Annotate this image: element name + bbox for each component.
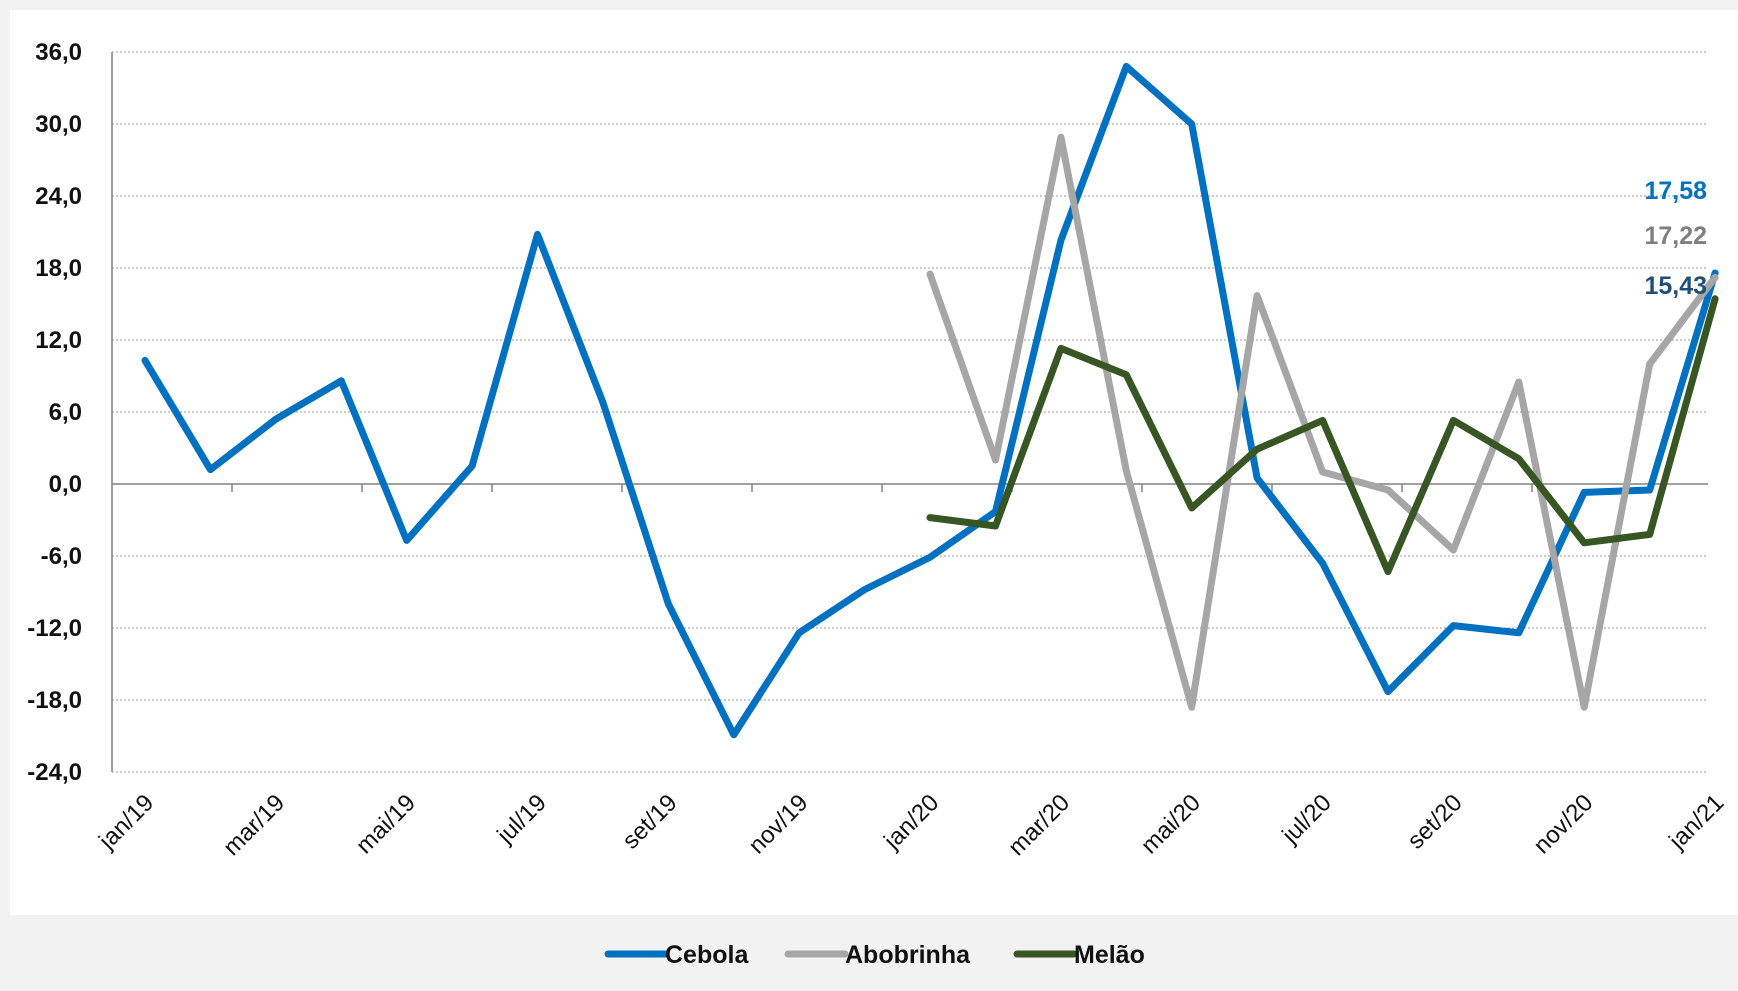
series-lines	[141, 62, 1719, 739]
y-tick-label: 30,0	[35, 111, 82, 138]
y-tick-label: 6,0	[49, 399, 82, 426]
y-tick-label: 18,0	[35, 255, 82, 282]
plot-area	[10, 10, 1738, 915]
y-tick-label: 36,0	[35, 39, 82, 66]
y-tick-label: 24,0	[35, 183, 82, 210]
y-tick-label: 0,0	[49, 471, 82, 498]
y-tick-label: -6,0	[41, 543, 82, 570]
series-melão	[926, 295, 1719, 576]
end-labels: 17,58 17,22 15,43	[1644, 177, 1707, 300]
end-value-label: 17,58	[1644, 177, 1707, 205]
series-line	[926, 133, 1719, 711]
grid	[111, 51, 1708, 773]
end-value-label: 15,43	[1644, 272, 1707, 300]
y-tick-label: -18,0	[27, 687, 82, 714]
series-line	[141, 62, 1719, 739]
end-value-label: 17,22	[1644, 222, 1707, 250]
y-tick-label: -12,0	[27, 615, 82, 642]
legend-label: Cebola	[665, 941, 749, 969]
series-line	[926, 295, 1719, 576]
legend-label: Abobrinha	[845, 941, 971, 969]
y-tick-label: -24,0	[27, 759, 82, 786]
series-cebola	[141, 62, 1719, 739]
legend-label: Melão	[1074, 941, 1145, 969]
y-axis-ticks: 36,0 30,0 24,0 18,0 12,0 6,0 0,0 -6,0 -12,0 -18,0…	[27, 39, 82, 786]
y-tick-label: 12,0	[35, 327, 82, 354]
series-abobrinha	[926, 133, 1719, 711]
legend: Cebola Abobrinha Melão	[604, 941, 1145, 969]
